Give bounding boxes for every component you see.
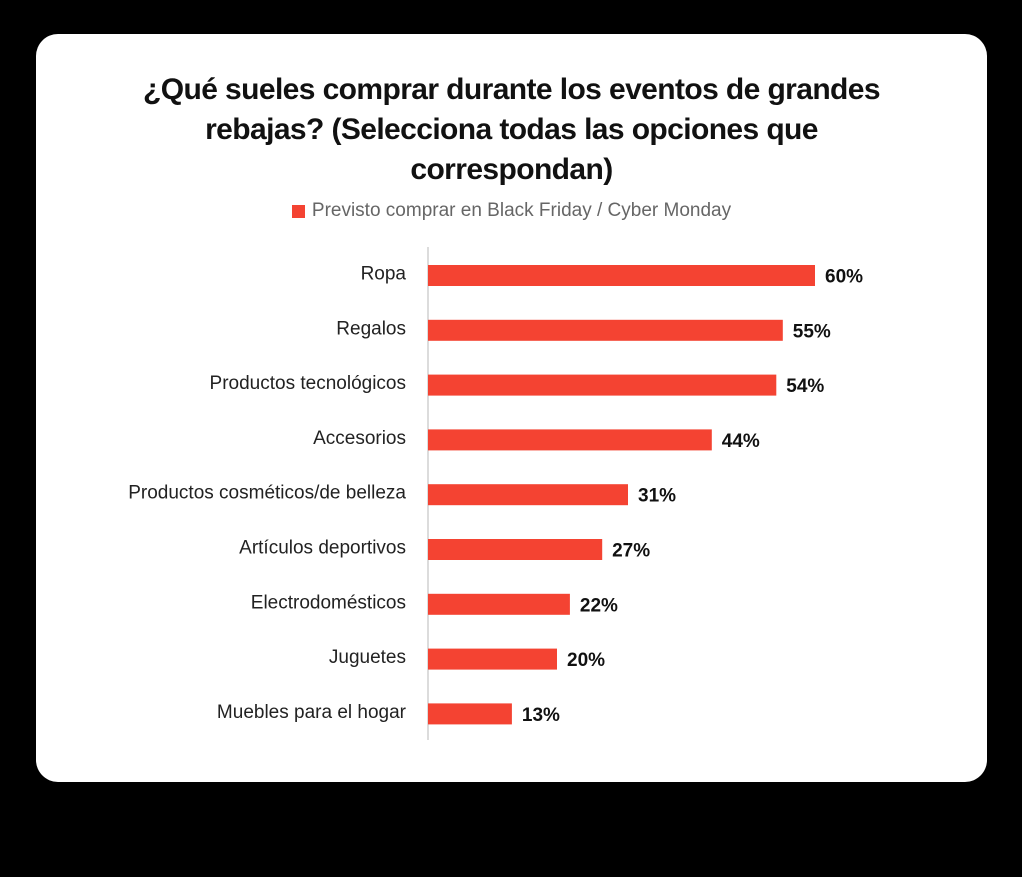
chart-marks: Ropa 60% Regalos 55% Productos tecnológicos 5…: [128, 247, 863, 740]
chart-card: ¿Qué sueles comprar durante los eventos …: [36, 34, 987, 782]
legend-swatch: [291, 204, 305, 218]
value-label: 27%: [612, 541, 650, 562]
bar: [428, 319, 783, 341]
value-label: 44%: [722, 431, 760, 452]
value-label: 13%: [522, 705, 560, 726]
category-label: Regalos: [336, 318, 406, 339]
bar: [428, 265, 815, 286]
category-label: Ropa: [361, 264, 407, 285]
chart-title-line-3: correspondan): [410, 153, 613, 186]
value-label: 20%: [567, 650, 605, 671]
legend-label: Previsto comprar en Black Friday / Cyber…: [311, 200, 732, 221]
bar: [428, 593, 570, 615]
chart-title-line-1: ¿Qué sueles comprar durante los eventos …: [143, 73, 881, 106]
value-label: 22%: [580, 595, 618, 616]
chart-legend: Previsto comprar en Black Friday / Cyber…: [36, 198, 987, 224]
chart-title: ¿Qué sueles comprar durante los eventos …: [96, 70, 927, 190]
category-label: Electrodomésticos: [251, 592, 406, 613]
bar: [428, 374, 777, 396]
bar: [428, 703, 512, 725]
value-label: 60%: [825, 267, 863, 288]
category-label: Artículos deportivos: [239, 538, 406, 559]
category-label: Accesorios: [313, 428, 406, 449]
chart-title-line-2: rebajas? (Selecciona todas las opciones …: [205, 113, 818, 146]
bar: [428, 429, 712, 451]
category-label: Juguetes: [329, 647, 406, 668]
category-label: Productos cosméticos/de belleza: [128, 483, 406, 504]
value-label: 31%: [638, 486, 676, 507]
category-label: Muebles para el hogar: [217, 702, 407, 723]
category-label: Productos tecnológicos: [210, 373, 406, 394]
bar: [428, 484, 628, 506]
bar: [428, 648, 557, 670]
bar-chart: Ropa 60% Regalos 55% Productos tecnológicos 5…: [128, 247, 863, 740]
value-label: 55%: [793, 321, 831, 342]
bar: [428, 539, 603, 560]
value-label: 54%: [786, 376, 824, 397]
